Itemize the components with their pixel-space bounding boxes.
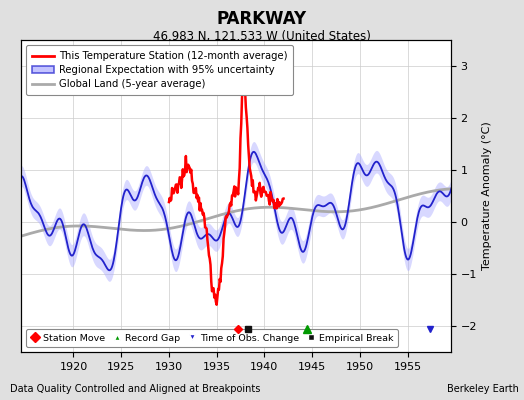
Text: Data Quality Controlled and Aligned at Breakpoints: Data Quality Controlled and Aligned at B… [10,384,261,394]
Legend: This Temperature Station (12-month average), Regional Expectation with 95% uncer: This Temperature Station (12-month avera… [26,45,293,95]
Text: 46.983 N, 121.533 W (United States): 46.983 N, 121.533 W (United States) [153,30,371,43]
Y-axis label: Temperature Anomaly (°C): Temperature Anomaly (°C) [483,122,493,270]
Text: Berkeley Earth: Berkeley Earth [447,384,519,394]
Text: PARKWAY: PARKWAY [217,10,307,28]
